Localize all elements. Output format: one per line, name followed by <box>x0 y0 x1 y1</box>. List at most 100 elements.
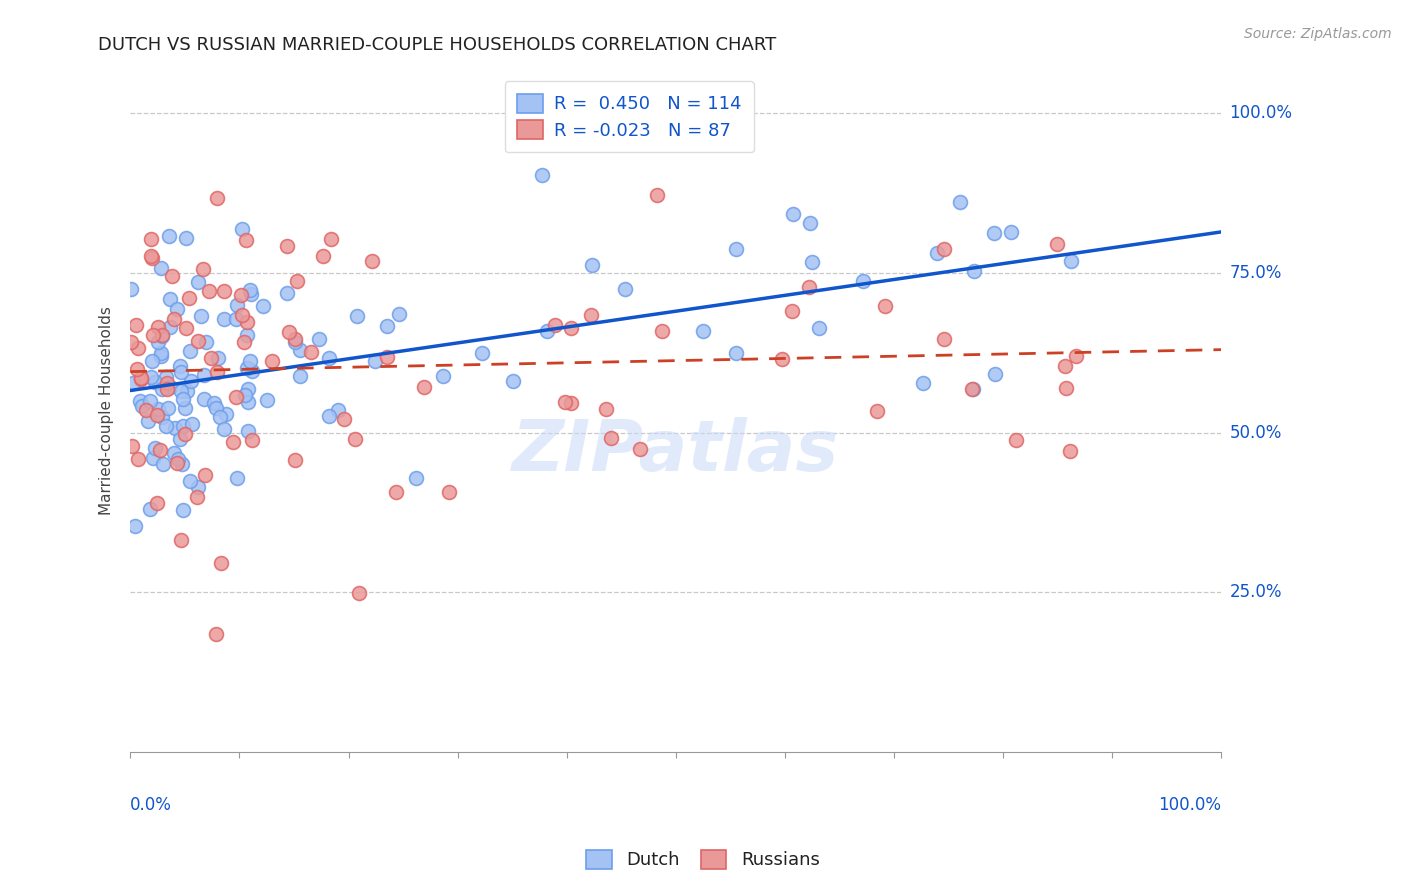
Point <box>169 432 191 446</box>
Point <box>169 359 191 374</box>
Point <box>215 407 238 421</box>
Point <box>276 285 298 300</box>
Point <box>139 232 162 246</box>
Point <box>146 334 169 349</box>
Point <box>651 324 673 338</box>
Point <box>932 242 955 256</box>
Point <box>187 334 209 349</box>
Point <box>239 284 262 298</box>
Point <box>579 308 602 322</box>
Point <box>236 394 259 409</box>
Point <box>155 382 177 396</box>
Point <box>143 375 166 389</box>
Point <box>645 187 668 202</box>
Point <box>1046 236 1069 251</box>
Point <box>600 430 623 444</box>
Point <box>231 308 253 322</box>
Point <box>912 376 935 391</box>
Point <box>560 395 582 409</box>
Legend: R =  0.450   N = 114, R = -0.023   N = 87: R = 0.450 N = 114, R = -0.023 N = 87 <box>505 81 754 153</box>
Point <box>209 409 232 424</box>
Point <box>405 471 427 485</box>
Text: Source: ZipAtlas.com: Source: ZipAtlas.com <box>1244 27 1392 41</box>
Text: ZIPatlas: ZIPatlas <box>512 417 839 486</box>
Point <box>163 446 186 460</box>
Point <box>205 365 228 379</box>
Point <box>142 328 165 343</box>
Point <box>235 388 257 402</box>
Point <box>531 168 554 182</box>
Point <box>984 367 1007 381</box>
Point <box>319 231 342 245</box>
Point <box>1000 225 1022 239</box>
Point <box>135 402 157 417</box>
Text: 75.0%: 75.0% <box>1230 264 1282 282</box>
Point <box>780 304 803 318</box>
Point <box>1066 349 1088 363</box>
Point <box>231 221 253 235</box>
Point <box>159 320 181 334</box>
Point <box>146 408 169 422</box>
Point <box>149 442 172 457</box>
Point <box>375 350 398 364</box>
Point <box>209 556 232 570</box>
Point <box>155 418 177 433</box>
Point <box>172 457 194 471</box>
Point <box>141 353 163 368</box>
Point <box>174 401 197 416</box>
Point <box>172 503 194 517</box>
Point <box>235 234 257 248</box>
Point <box>127 341 149 355</box>
Point <box>194 467 217 482</box>
Point <box>159 292 181 306</box>
Point <box>121 439 143 453</box>
Point <box>146 402 169 417</box>
Point <box>212 422 235 436</box>
Point <box>225 390 247 404</box>
Point <box>125 361 148 376</box>
Point <box>927 246 949 260</box>
Point <box>155 370 177 384</box>
Point <box>186 491 208 505</box>
Point <box>581 258 603 272</box>
Text: 50.0%: 50.0% <box>1230 424 1282 442</box>
Point <box>240 364 263 378</box>
Point <box>284 453 307 467</box>
Point <box>502 374 524 388</box>
Point <box>170 533 193 548</box>
Point <box>150 328 173 343</box>
Point <box>614 281 637 295</box>
Point <box>141 251 163 265</box>
Point <box>962 382 984 396</box>
Point <box>1005 433 1028 447</box>
Text: 100.0%: 100.0% <box>1159 797 1222 814</box>
Point <box>963 264 986 278</box>
Point <box>724 242 747 256</box>
Point <box>536 325 558 339</box>
Point <box>138 414 160 428</box>
Y-axis label: Married-couple Households: Married-couple Households <box>100 306 114 515</box>
Point <box>156 376 179 390</box>
Point <box>174 320 197 334</box>
Point <box>347 586 370 600</box>
Point <box>195 335 218 350</box>
Point <box>1054 359 1077 373</box>
Point <box>129 372 152 386</box>
Point <box>125 318 148 332</box>
Point <box>276 238 298 252</box>
Point <box>229 288 252 302</box>
Point <box>150 329 173 343</box>
Point <box>782 206 804 220</box>
Text: 25.0%: 25.0% <box>1230 583 1282 601</box>
Point <box>190 309 212 323</box>
Point <box>318 351 340 366</box>
Text: 0.0%: 0.0% <box>131 797 172 814</box>
Point <box>165 421 187 435</box>
Point <box>157 229 180 244</box>
Point <box>207 191 229 205</box>
Point <box>364 354 387 368</box>
Point <box>725 346 748 360</box>
Point <box>1054 381 1077 395</box>
Point <box>278 326 301 340</box>
Point <box>170 365 193 379</box>
